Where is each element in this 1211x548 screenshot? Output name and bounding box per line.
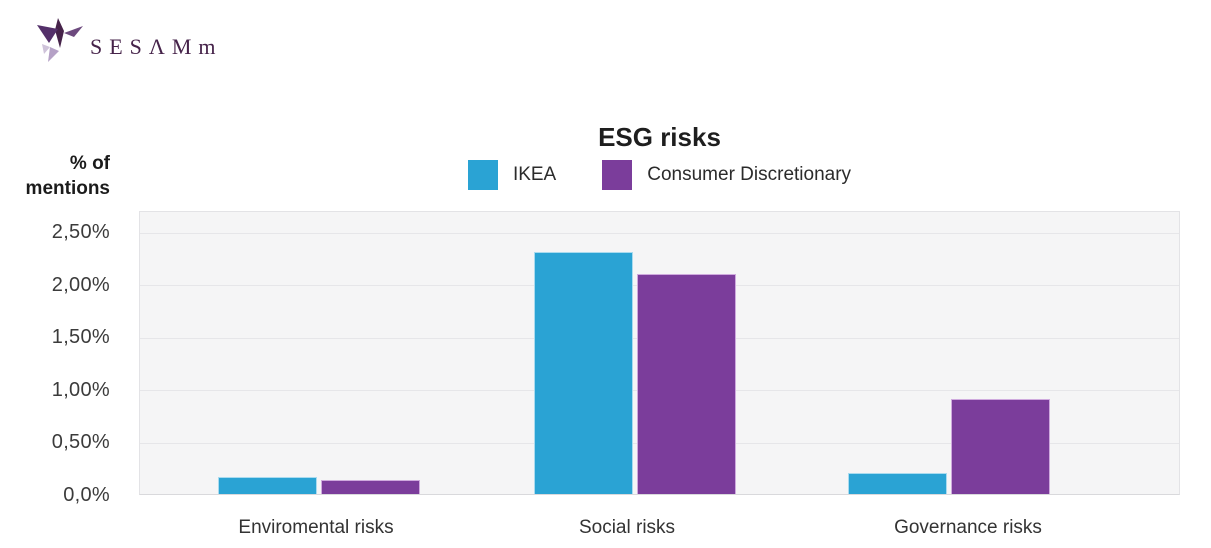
y-axis-ticks: 0,0% 0,50% 1,00% 1,50% 2,00% 2,50% xyxy=(0,0,110,548)
bar-consumer-discretionary-governance-risks xyxy=(951,399,1050,494)
y-tick-label: 0,50% xyxy=(51,431,110,454)
bar-consumer-discretionary-social-risks xyxy=(637,274,736,494)
x-label-governance-risks: Governance risks xyxy=(894,517,1042,538)
legend-swatch-consumer-discretionary xyxy=(602,160,633,190)
bar-ikea-governance-risks xyxy=(848,472,947,494)
bar-consumer-discretionary-enviromental-risks xyxy=(321,480,420,494)
legend-label-ikea: IKEA xyxy=(512,164,557,185)
y-axis-title-line-1: % of xyxy=(69,153,110,174)
bar-ikea-social-risks xyxy=(534,252,633,494)
gridline-2,50% xyxy=(140,232,1179,234)
y-tick-label: 1,00% xyxy=(51,378,110,401)
y-axis-title-line-2: mentions xyxy=(25,178,110,199)
y-tick-label: 1,50% xyxy=(51,326,110,349)
legend-entry-consumer-discretionary: Consumer Discretionary xyxy=(602,160,851,190)
bar-ikea-enviromental-risks xyxy=(218,477,317,494)
sesamm-logo-text: SESΛMm xyxy=(90,34,223,59)
x-label-social-risks: Social risks xyxy=(578,517,676,538)
y-tick-label: 0,0% xyxy=(63,484,110,506)
y-tick-label: 2,00% xyxy=(51,273,110,296)
sesamm-logo-icon xyxy=(37,18,83,62)
y-tick-label: 2,50% xyxy=(51,221,110,244)
y-axis-title: % of mentions xyxy=(0,151,110,201)
plot-area xyxy=(139,211,1180,495)
sesamm-logo: SESΛMm xyxy=(34,14,223,70)
chart-legend: IKEA Consumer Discretionary xyxy=(139,160,1180,190)
legend-entry-ikea: IKEA xyxy=(467,160,557,190)
chart-title: ESG risks xyxy=(598,122,721,152)
legend-swatch-ikea xyxy=(467,160,498,190)
legend-label-consumer-discretionary: Consumer Discretionary xyxy=(647,164,852,185)
x-label-enviromental-risks: Enviromental risks xyxy=(238,517,394,538)
